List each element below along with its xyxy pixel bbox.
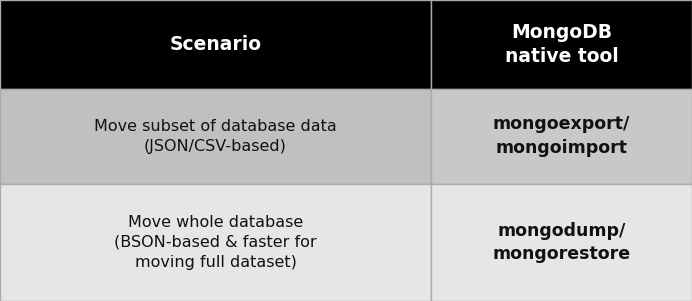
Bar: [431, 0, 692, 89]
Bar: [0, 89, 431, 184]
Text: mongodump/
mongorestore: mongodump/ mongorestore: [493, 222, 630, 263]
Text: Scenario: Scenario: [170, 35, 262, 54]
Text: mongoexport/
mongoimport: mongoexport/ mongoimport: [493, 115, 630, 157]
Bar: [431, 89, 692, 184]
Bar: [0, 184, 431, 301]
Text: Move whole database
(BSON-based & faster for
moving full dataset): Move whole database (BSON-based & faster…: [114, 215, 317, 270]
Text: MongoDB
native tool: MongoDB native tool: [504, 23, 619, 66]
Bar: [431, 184, 692, 301]
Text: Move subset of database data
(JSON/CSV-based): Move subset of database data (JSON/CSV-b…: [94, 119, 337, 154]
Bar: [0, 0, 431, 89]
